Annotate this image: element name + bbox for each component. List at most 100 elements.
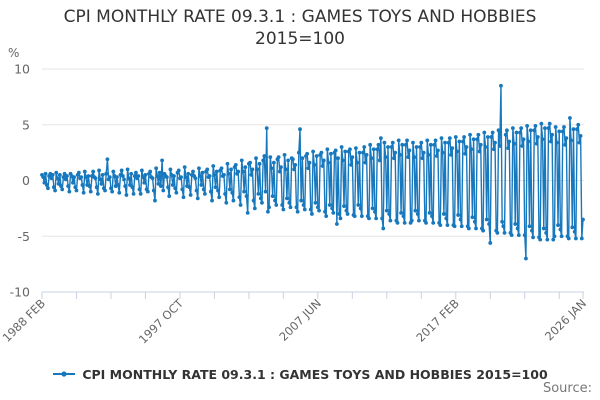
series-point xyxy=(396,138,401,143)
series-point xyxy=(107,175,112,180)
chart-title-text: CPI MONTHLY RATE 09.3.1 : GAMES TOYS AND… xyxy=(63,7,537,49)
series-point xyxy=(541,226,546,231)
series-point xyxy=(130,185,135,190)
series-point xyxy=(134,170,138,175)
series-point xyxy=(154,166,159,171)
series-point xyxy=(80,183,85,187)
series-point xyxy=(254,156,258,161)
series-point xyxy=(193,176,198,181)
series-point xyxy=(239,158,244,163)
series-point xyxy=(344,208,349,213)
series-point xyxy=(441,212,446,216)
series-point xyxy=(155,174,160,178)
series-point xyxy=(472,219,477,224)
series-point xyxy=(179,175,184,180)
series-point xyxy=(535,135,540,139)
series-point xyxy=(148,169,153,174)
series-point xyxy=(312,162,317,167)
series-point xyxy=(73,185,78,190)
series-point xyxy=(370,206,375,211)
series-point xyxy=(87,184,92,188)
series-point xyxy=(558,227,563,232)
series-point xyxy=(244,194,249,199)
series-point xyxy=(382,140,387,145)
series-point xyxy=(211,164,216,168)
series-point xyxy=(412,155,417,159)
series-point xyxy=(195,196,200,201)
series-point xyxy=(311,149,315,154)
series-point xyxy=(126,176,131,181)
series-point xyxy=(310,212,314,216)
series-point xyxy=(198,174,203,178)
series-point xyxy=(292,167,296,172)
series-point xyxy=(367,216,371,221)
series-point xyxy=(527,224,532,229)
series-point xyxy=(241,169,245,174)
series-point xyxy=(509,233,514,238)
series-point xyxy=(172,174,176,178)
series-point xyxy=(305,151,310,156)
series-point xyxy=(407,148,412,153)
series-point xyxy=(547,121,552,126)
series-point xyxy=(65,174,69,178)
series-point xyxy=(251,198,256,203)
series-point xyxy=(173,186,178,191)
series-point xyxy=(136,174,141,178)
series-point xyxy=(300,156,305,161)
series-point xyxy=(236,169,241,174)
series-point xyxy=(217,195,222,200)
series-point xyxy=(124,193,129,197)
series-point xyxy=(194,188,199,193)
series-point xyxy=(352,214,357,219)
series-point xyxy=(279,165,283,170)
series-point xyxy=(499,83,503,88)
series-point xyxy=(167,194,172,199)
series-point xyxy=(125,167,130,172)
x-tick-label: 2007 JUN xyxy=(276,296,324,344)
series-point xyxy=(378,136,383,141)
y-tick-label: -10 xyxy=(10,285,30,300)
series-point xyxy=(214,169,219,174)
series-point xyxy=(143,173,148,177)
series-point xyxy=(97,168,101,173)
series-point xyxy=(557,129,562,134)
series-point xyxy=(237,195,242,200)
series-point xyxy=(123,184,128,188)
series-point xyxy=(497,144,502,148)
series-point xyxy=(522,233,527,238)
series-point xyxy=(117,190,122,195)
series-point xyxy=(283,167,288,172)
series-point xyxy=(74,188,79,193)
series-point xyxy=(413,208,418,213)
series-point xyxy=(440,150,445,155)
series-point xyxy=(287,200,292,205)
series-point xyxy=(320,164,325,168)
series-point xyxy=(277,169,282,174)
chart-title: CPI MONTHLY RATE 09.3.1 : GAMES TOYS AND… xyxy=(20,6,580,50)
series-point xyxy=(186,171,191,176)
series-point xyxy=(301,203,306,207)
series-point xyxy=(521,137,526,142)
series-point xyxy=(242,189,247,194)
series-point xyxy=(463,151,468,156)
series-point xyxy=(459,224,464,229)
series-point xyxy=(560,129,565,134)
series-point xyxy=(563,142,568,147)
series-point xyxy=(81,190,86,195)
series-point xyxy=(336,156,340,161)
series-point xyxy=(482,130,487,135)
series-point xyxy=(425,138,430,143)
series-point xyxy=(554,140,559,145)
series-point xyxy=(514,130,519,135)
series-point xyxy=(556,223,560,228)
legend: CPI MONTHLY RATE 09.3.1 : GAMES TOYS AND… xyxy=(0,364,600,384)
series-point xyxy=(464,145,469,149)
series-point xyxy=(88,189,93,194)
series-point xyxy=(503,132,508,137)
series-point xyxy=(334,222,339,226)
series-point xyxy=(257,161,262,166)
series-point xyxy=(436,148,440,153)
legend-item[interactable]: CPI MONTHLY RATE 09.3.1 : GAMES TOYS AND… xyxy=(52,367,548,382)
series-point xyxy=(575,127,579,132)
series-point xyxy=(445,223,450,228)
